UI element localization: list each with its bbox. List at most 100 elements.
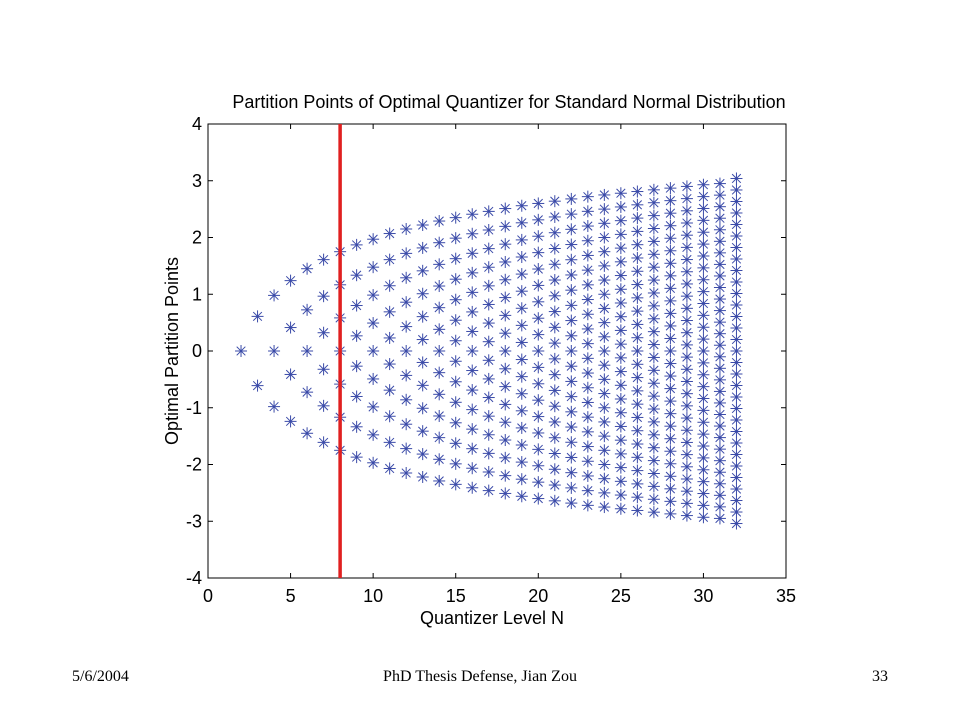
- y-tick-label: -3: [186, 511, 202, 531]
- data-point: [614, 351, 627, 364]
- data-point: [532, 213, 545, 226]
- data-point: [697, 380, 710, 393]
- data-point: [730, 414, 743, 427]
- data-point: [713, 373, 726, 386]
- data-point: [515, 302, 528, 315]
- data-point: [499, 273, 512, 286]
- data-point: [647, 390, 660, 403]
- data-point: [581, 234, 594, 247]
- data-point: [532, 426, 545, 439]
- data-point: [614, 461, 627, 474]
- data-point: [482, 298, 495, 311]
- data-point: [614, 242, 627, 255]
- x-tick-label: 20: [528, 586, 548, 606]
- data-point: [598, 259, 611, 272]
- data-point: [713, 212, 726, 225]
- data-point: [664, 482, 677, 495]
- data-point: [680, 277, 693, 290]
- data-point: [647, 261, 660, 274]
- data-point: [449, 437, 462, 450]
- data-point: [515, 268, 528, 281]
- data-point: [680, 229, 693, 242]
- data-point: [664, 307, 677, 320]
- data-point: [647, 286, 660, 299]
- y-tick-label: 0: [192, 341, 202, 361]
- data-point: [565, 390, 578, 403]
- data-point: [565, 238, 578, 251]
- data-point: [449, 252, 462, 265]
- data-point: [697, 475, 710, 488]
- data-point: [515, 336, 528, 349]
- data-point: [647, 299, 660, 312]
- data-point: [664, 370, 677, 383]
- data-point: [449, 457, 462, 470]
- data-point: [680, 509, 693, 522]
- data-point: [466, 286, 479, 299]
- data-point: [631, 198, 644, 211]
- data-point: [301, 345, 314, 357]
- data-point: [697, 333, 710, 346]
- data-point: [449, 211, 462, 224]
- data-point: [713, 512, 726, 525]
- data-point: [268, 289, 281, 302]
- data-point: [416, 425, 429, 438]
- data-point: [284, 274, 297, 287]
- data-point: [647, 183, 660, 196]
- data-point: [367, 317, 380, 330]
- data-point: [466, 325, 479, 338]
- data-point: [680, 436, 693, 449]
- data-point: [614, 324, 627, 337]
- data-point: [383, 253, 396, 266]
- data-point: [581, 337, 594, 350]
- data-point: [515, 421, 528, 434]
- data-point: [647, 351, 660, 364]
- data-point: [598, 458, 611, 471]
- data-point: [680, 241, 693, 254]
- x-tick-label: 5: [286, 586, 296, 606]
- data-point: [713, 339, 726, 352]
- data-point: [383, 384, 396, 397]
- data-point: [400, 345, 413, 357]
- data-point: [449, 293, 462, 306]
- data-point: [482, 205, 495, 218]
- data-point: [730, 252, 743, 265]
- data-point: [664, 345, 677, 357]
- x-axis-label: Quantizer Level N: [420, 608, 564, 628]
- data-point: [647, 196, 660, 209]
- data-point: [400, 296, 413, 309]
- data-point: [713, 189, 726, 202]
- data-point: [730, 425, 743, 438]
- data-point: [713, 258, 726, 271]
- data-point: [383, 436, 396, 449]
- data-point: [515, 456, 528, 469]
- data-point: [383, 279, 396, 292]
- data-point: [350, 390, 363, 403]
- data-point: [631, 291, 644, 304]
- data-point: [647, 274, 660, 287]
- data-point: [284, 415, 297, 428]
- data-point: [532, 377, 545, 390]
- data-point: [730, 241, 743, 254]
- data-point: [367, 345, 380, 357]
- data-point: [730, 298, 743, 311]
- data-point: [631, 331, 644, 344]
- data-point: [383, 305, 396, 318]
- data-point: [449, 232, 462, 245]
- data-point: [515, 250, 528, 263]
- data-point: [614, 475, 627, 488]
- data-point: [697, 463, 710, 476]
- data-point: [680, 412, 693, 425]
- data-point: [499, 238, 512, 251]
- data-point: [466, 423, 479, 436]
- data-point: [367, 400, 380, 413]
- data-point: [416, 448, 429, 461]
- data-point: [581, 367, 594, 380]
- data-point: [647, 493, 660, 506]
- data-point: [598, 274, 611, 287]
- data-point: [697, 392, 710, 405]
- data-point: [515, 216, 528, 229]
- data-point: [499, 309, 512, 322]
- data-point: [433, 236, 446, 249]
- data-point: [532, 263, 545, 276]
